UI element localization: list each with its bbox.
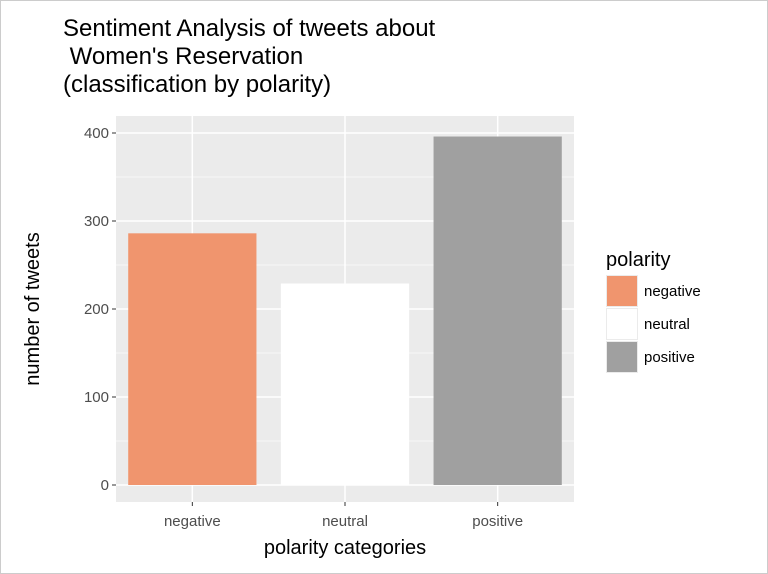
x-tick-label: positive [472, 513, 523, 530]
y-tick-label: 200 [84, 301, 109, 318]
y-tick-label: 100 [84, 389, 109, 406]
legend-key-neutral [607, 309, 637, 339]
x-tick-label: negative [164, 513, 221, 530]
chart-title: Sentiment Analysis of tweets about Women… [63, 15, 436, 98]
bar-positive [433, 136, 562, 485]
bar-negative [128, 233, 257, 485]
y-axis-label: number of tweets [22, 232, 44, 385]
legend-label: positive [644, 349, 695, 366]
legend-key-positive [607, 342, 637, 372]
y-tick-label: 400 [84, 125, 109, 142]
legend-label: negative [644, 283, 701, 300]
x-tick-label: neutral [322, 513, 368, 530]
legend-title: polarity [606, 249, 670, 271]
y-tick-label: 0 [101, 477, 109, 494]
y-tick-label: 300 [84, 213, 109, 230]
legend-key-negative [607, 276, 637, 306]
bar-neutral [280, 283, 410, 485]
x-axis-label: polarity categories [264, 537, 426, 559]
legend-label: neutral [644, 316, 690, 333]
